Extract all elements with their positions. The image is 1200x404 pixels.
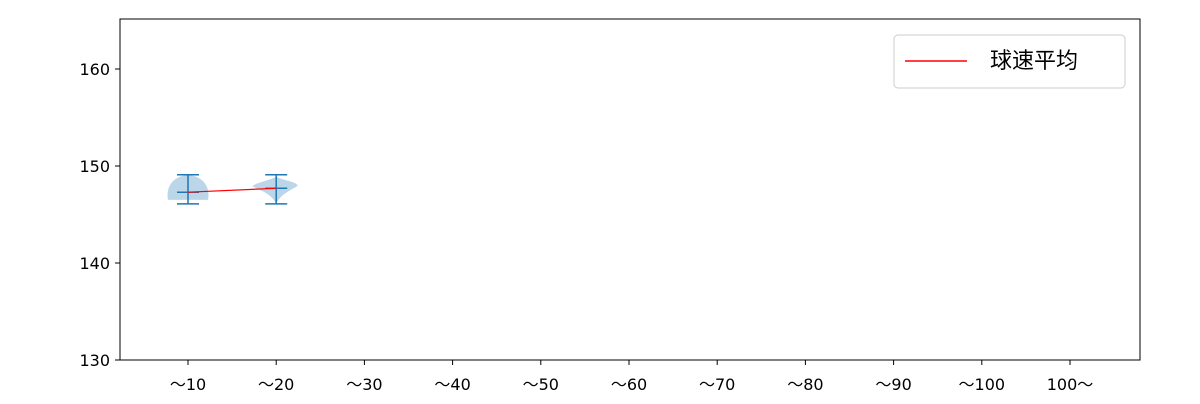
violin-body: [252, 176, 298, 204]
x-tick-label: ～40: [434, 375, 470, 394]
y-tick-label: 130: [79, 351, 110, 370]
x-tick-label: ～50: [523, 375, 559, 394]
y-tick-label: 160: [79, 60, 110, 79]
x-tick-label: ～70: [699, 375, 735, 394]
y-tick-label: 140: [79, 254, 110, 273]
x-tick-label: 100～: [1047, 375, 1094, 394]
x-tick-label: ～80: [787, 375, 823, 394]
y-tick-label: 150: [79, 157, 110, 176]
x-tick-label: ～60: [611, 375, 647, 394]
x-tick-label: ～30: [346, 375, 382, 394]
mean-speed-line: [187, 187, 277, 193]
x-tick-label: ～90: [875, 375, 911, 394]
legend-label: 球速平均: [990, 49, 1078, 74]
legend: 球速平均: [893, 34, 1126, 89]
x-tick-label: ～100: [959, 375, 1006, 394]
x-tick-label: ～10: [170, 375, 206, 394]
x-tick-label: ～20: [258, 375, 294, 394]
